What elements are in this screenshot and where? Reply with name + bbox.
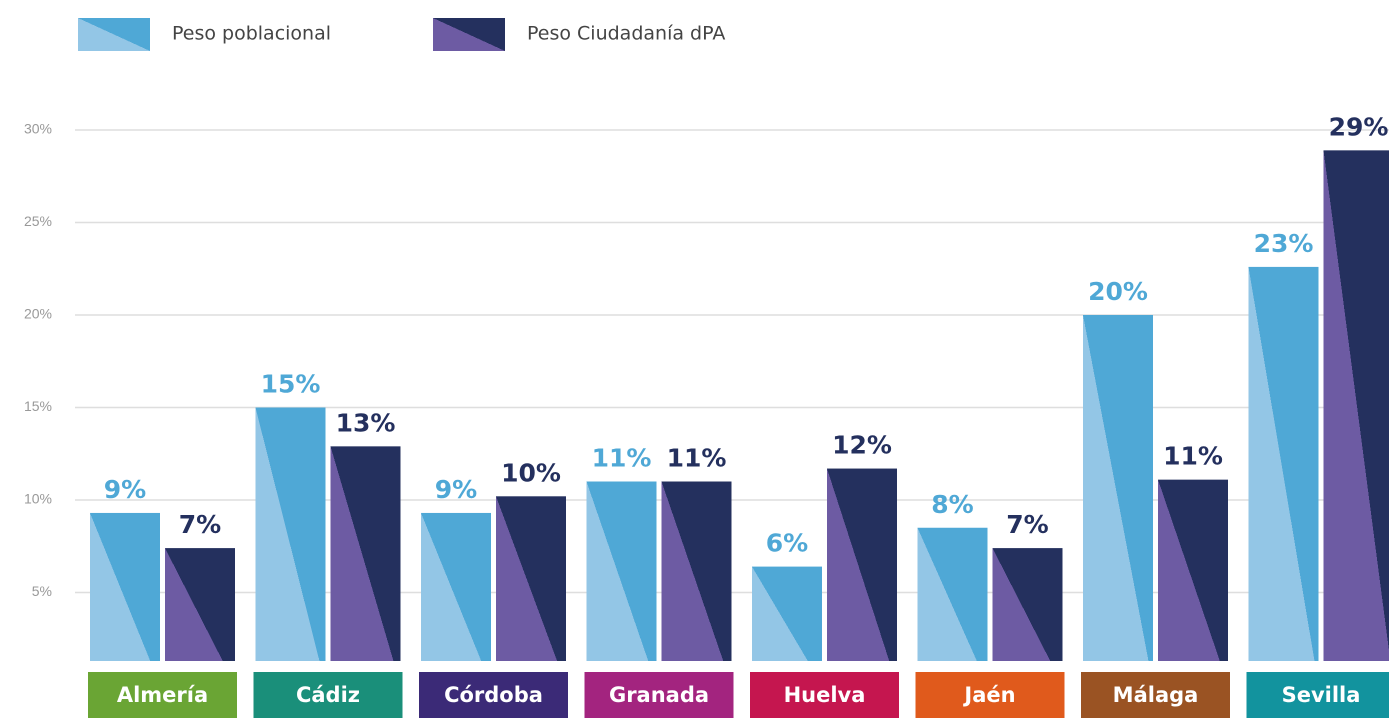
x-tick-label: Sevilla bbox=[1282, 683, 1361, 707]
x-tick-label: Jaén bbox=[962, 683, 1015, 707]
bar bbox=[827, 468, 897, 685]
category-box bbox=[1246, 672, 1389, 718]
bar bbox=[917, 527, 988, 685]
x-tick-label: Cádiz bbox=[296, 683, 360, 707]
bar bbox=[586, 481, 657, 685]
data-label: 15% bbox=[261, 370, 321, 399]
y-tick-label: 20% bbox=[24, 306, 52, 322]
data-label: 20% bbox=[1088, 277, 1148, 306]
bar bbox=[661, 481, 732, 685]
data-label: 23% bbox=[1254, 229, 1314, 258]
bar bbox=[90, 512, 160, 685]
category-box bbox=[419, 672, 568, 718]
data-label: 11% bbox=[667, 444, 727, 473]
data-label: 11% bbox=[1163, 442, 1223, 471]
bar bbox=[330, 446, 401, 685]
x-tick-label: Granada bbox=[609, 683, 709, 707]
y-tick-label: 15% bbox=[24, 398, 52, 414]
data-label: 9% bbox=[435, 475, 477, 504]
data-label: 7% bbox=[179, 510, 221, 539]
data-label: 12% bbox=[832, 431, 892, 460]
bar bbox=[1158, 479, 1228, 685]
category-box bbox=[88, 672, 237, 718]
bar bbox=[255, 407, 326, 685]
bar bbox=[1083, 315, 1153, 685]
legend-label: Peso Ciudadanía dPA bbox=[527, 23, 725, 45]
legend-swatch bbox=[433, 18, 505, 51]
data-label: 10% bbox=[501, 458, 561, 487]
data-label: 13% bbox=[336, 408, 396, 437]
bar bbox=[496, 496, 566, 685]
category-box bbox=[253, 672, 403, 718]
data-label: 9% bbox=[104, 475, 146, 504]
category-box bbox=[1081, 672, 1230, 718]
category-box bbox=[584, 672, 734, 718]
bar bbox=[421, 512, 491, 685]
x-tick-label: Córdoba bbox=[444, 683, 543, 707]
data-label: 8% bbox=[931, 490, 973, 519]
data-label: 11% bbox=[592, 444, 652, 473]
x-tick-label: Málaga bbox=[1113, 683, 1199, 707]
legend-swatch bbox=[78, 18, 150, 51]
bar bbox=[1248, 266, 1319, 685]
category-box bbox=[750, 672, 899, 718]
category-box bbox=[915, 672, 1065, 718]
y-tick-label: 5% bbox=[32, 583, 52, 599]
legend-label: Peso poblacional bbox=[172, 23, 331, 45]
bar bbox=[1323, 150, 1389, 686]
y-tick-label: 10% bbox=[24, 491, 52, 507]
data-label: 6% bbox=[766, 529, 808, 558]
x-tick-label: Almería bbox=[117, 683, 208, 707]
data-label: 7% bbox=[1006, 510, 1048, 539]
data-label: 29% bbox=[1329, 112, 1389, 141]
x-tick-label: Huelva bbox=[784, 683, 866, 707]
y-tick-label: 25% bbox=[24, 213, 52, 229]
y-tick-label: 30% bbox=[24, 121, 52, 137]
